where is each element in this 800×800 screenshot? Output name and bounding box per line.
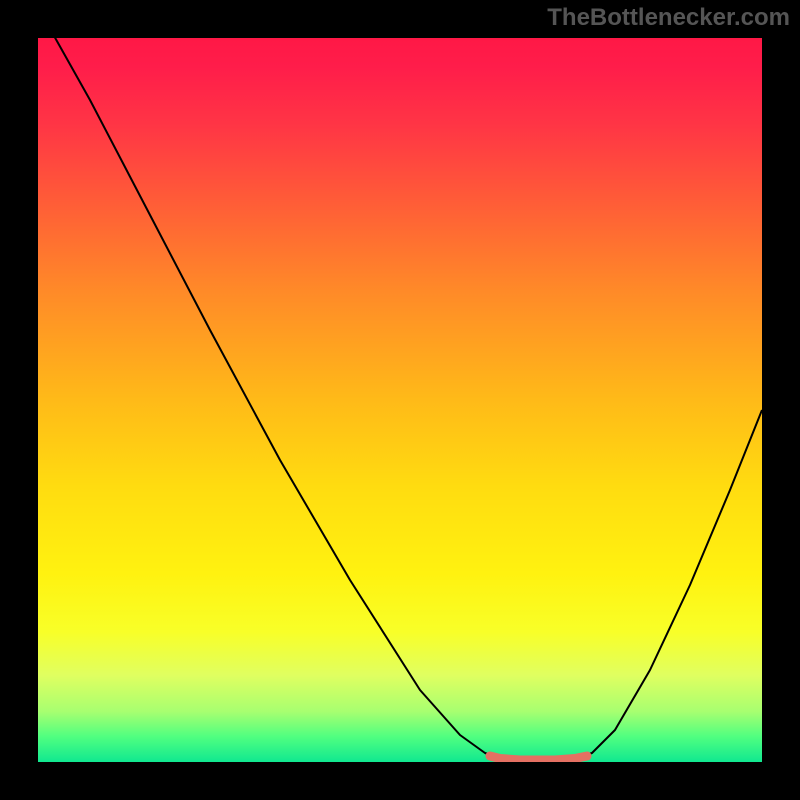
optimal-range-marker <box>490 756 587 760</box>
bottleneck-chart <box>0 0 800 800</box>
chart-container: TheBottlenecker.com <box>0 0 800 800</box>
plot-background <box>38 38 762 762</box>
watermark-text: TheBottlenecker.com <box>547 4 790 32</box>
